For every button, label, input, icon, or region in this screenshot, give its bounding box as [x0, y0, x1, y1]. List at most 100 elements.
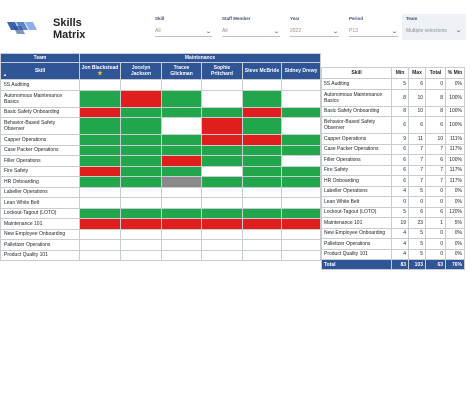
matrix-cell[interactable]: [161, 186, 202, 198]
matrix-cell[interactable]: [161, 228, 202, 240]
matrix-cell[interactable]: [120, 165, 162, 177]
matrix-cell[interactable]: [280, 249, 322, 261]
matrix-cell[interactable]: [79, 134, 121, 146]
staff-member-filter[interactable]: Staff Member All ⌄: [222, 16, 280, 42]
matrix-cell[interactable]: [242, 239, 282, 251]
matrix-cell[interactable]: [242, 186, 282, 198]
matrix-cell[interactable]: [280, 207, 322, 219]
matrix-cell[interactable]: [120, 218, 162, 230]
matrix-cell[interactable]: [242, 134, 282, 146]
matrix-cell[interactable]: [79, 186, 121, 198]
team-filter[interactable]: Team Multiple selections ⌄: [402, 14, 466, 40]
summary-header-max[interactable]: Max: [408, 67, 426, 79]
matrix-cell[interactable]: [161, 176, 202, 188]
matrix-cell[interactable]: [242, 106, 282, 118]
matrix-cell[interactable]: [161, 249, 202, 261]
matrix-cell[interactable]: [201, 239, 243, 251]
matrix-cell[interactable]: [280, 228, 322, 240]
matrix-cell[interactable]: [201, 106, 243, 118]
matrix-cell[interactable]: [201, 117, 243, 135]
matrix-cell[interactable]: [120, 249, 162, 261]
matrix-cell[interactable]: [79, 197, 121, 209]
skill-filter[interactable]: Skill All ⌄: [155, 16, 212, 42]
skill-column-header[interactable]: Skill ▲: [0, 62, 80, 80]
matrix-cell[interactable]: [280, 79, 322, 91]
matrix-cell[interactable]: [79, 79, 121, 91]
staff-column-header[interactable]: Sophie Pritchard: [201, 62, 243, 80]
matrix-cell[interactable]: [120, 117, 162, 135]
matrix-cell[interactable]: [201, 186, 243, 198]
staff-member-filter-dropdown[interactable]: All ⌄: [222, 26, 280, 37]
period-filter[interactable]: Period P13 ⌄: [349, 16, 398, 42]
year-filter-dropdown[interactable]: 2022 ⌄: [290, 26, 339, 37]
matrix-cell[interactable]: [120, 106, 162, 118]
matrix-cell[interactable]: [120, 186, 162, 198]
chevron-down-icon[interactable]: ⌄: [272, 28, 281, 35]
matrix-cell[interactable]: [120, 144, 162, 156]
chevron-down-icon[interactable]: ⌄: [454, 28, 463, 34]
team-filter-dropdown[interactable]: Multiple selections ⌄: [406, 25, 462, 36]
matrix-cell[interactable]: [280, 134, 322, 146]
matrix-cell[interactable]: [161, 165, 202, 177]
matrix-cell[interactable]: [161, 197, 202, 209]
matrix-cell[interactable]: [280, 165, 322, 177]
chevron-down-icon[interactable]: ⌄: [331, 28, 340, 35]
matrix-cell[interactable]: [201, 89, 243, 108]
matrix-cell[interactable]: [201, 218, 243, 230]
matrix-cell[interactable]: [201, 207, 243, 219]
matrix-cell[interactable]: [161, 207, 202, 219]
chevron-down-icon[interactable]: ⌄: [204, 28, 213, 35]
matrix-cell[interactable]: [242, 165, 282, 177]
matrix-cell[interactable]: [242, 79, 282, 91]
matrix-cell[interactable]: [79, 165, 121, 177]
matrix-cell[interactable]: [201, 228, 243, 240]
matrix-cell[interactable]: [120, 239, 162, 251]
matrix-cell[interactable]: [79, 239, 121, 251]
matrix-cell[interactable]: [201, 144, 243, 156]
matrix-cell[interactable]: [120, 79, 162, 91]
matrix-cell[interactable]: [161, 117, 202, 135]
year-filter[interactable]: Year 2022 ⌄: [290, 16, 339, 42]
matrix-cell[interactable]: [161, 239, 202, 251]
matrix-cell[interactable]: [242, 249, 282, 261]
matrix-cell[interactable]: [242, 176, 282, 188]
period-filter-dropdown[interactable]: P13 ⌄: [349, 26, 398, 37]
matrix-cell[interactable]: [242, 144, 282, 156]
matrix-cell[interactable]: [79, 207, 121, 219]
staff-column-header[interactable]: Tracee Glickman: [161, 62, 202, 80]
staff-column-header[interactable]: Steve McBride: [242, 62, 282, 80]
team-group-header[interactable]: Maintenance: [78, 53, 322, 63]
matrix-cell[interactable]: [201, 197, 243, 209]
skill-filter-dropdown[interactable]: All ⌄: [155, 26, 212, 37]
matrix-cell[interactable]: [201, 79, 243, 91]
matrix-cell[interactable]: [120, 155, 162, 167]
summary-header-skill[interactable]: Skill: [321, 67, 392, 79]
matrix-cell[interactable]: [280, 186, 322, 198]
matrix-cell[interactable]: [242, 117, 282, 135]
matrix-cell[interactable]: [280, 89, 322, 108]
matrix-cell[interactable]: [201, 176, 243, 188]
matrix-cell[interactable]: [280, 239, 322, 251]
matrix-cell[interactable]: [280, 197, 322, 209]
matrix-cell[interactable]: [242, 207, 282, 219]
matrix-cell[interactable]: [161, 144, 202, 156]
matrix-cell[interactable]: [242, 89, 282, 108]
matrix-cell[interactable]: [120, 197, 162, 209]
chevron-down-icon[interactable]: ⌄: [390, 28, 399, 35]
matrix-cell[interactable]: [280, 176, 322, 188]
matrix-cell[interactable]: [120, 134, 162, 146]
matrix-cell[interactable]: [79, 89, 121, 108]
summary-header-total[interactable]: Total: [425, 67, 446, 79]
matrix-cell[interactable]: [79, 176, 121, 188]
matrix-cell[interactable]: [79, 155, 121, 167]
matrix-cell[interactable]: [242, 228, 282, 240]
matrix-cell[interactable]: [161, 134, 202, 146]
matrix-cell[interactable]: [201, 165, 243, 177]
matrix-cell[interactable]: [161, 89, 202, 108]
matrix-cell[interactable]: [79, 218, 121, 230]
matrix-cell[interactable]: [280, 144, 322, 156]
matrix-cell[interactable]: [120, 176, 162, 188]
matrix-cell[interactable]: [79, 144, 121, 156]
matrix-cell[interactable]: [79, 249, 121, 261]
matrix-cell[interactable]: [120, 89, 162, 108]
